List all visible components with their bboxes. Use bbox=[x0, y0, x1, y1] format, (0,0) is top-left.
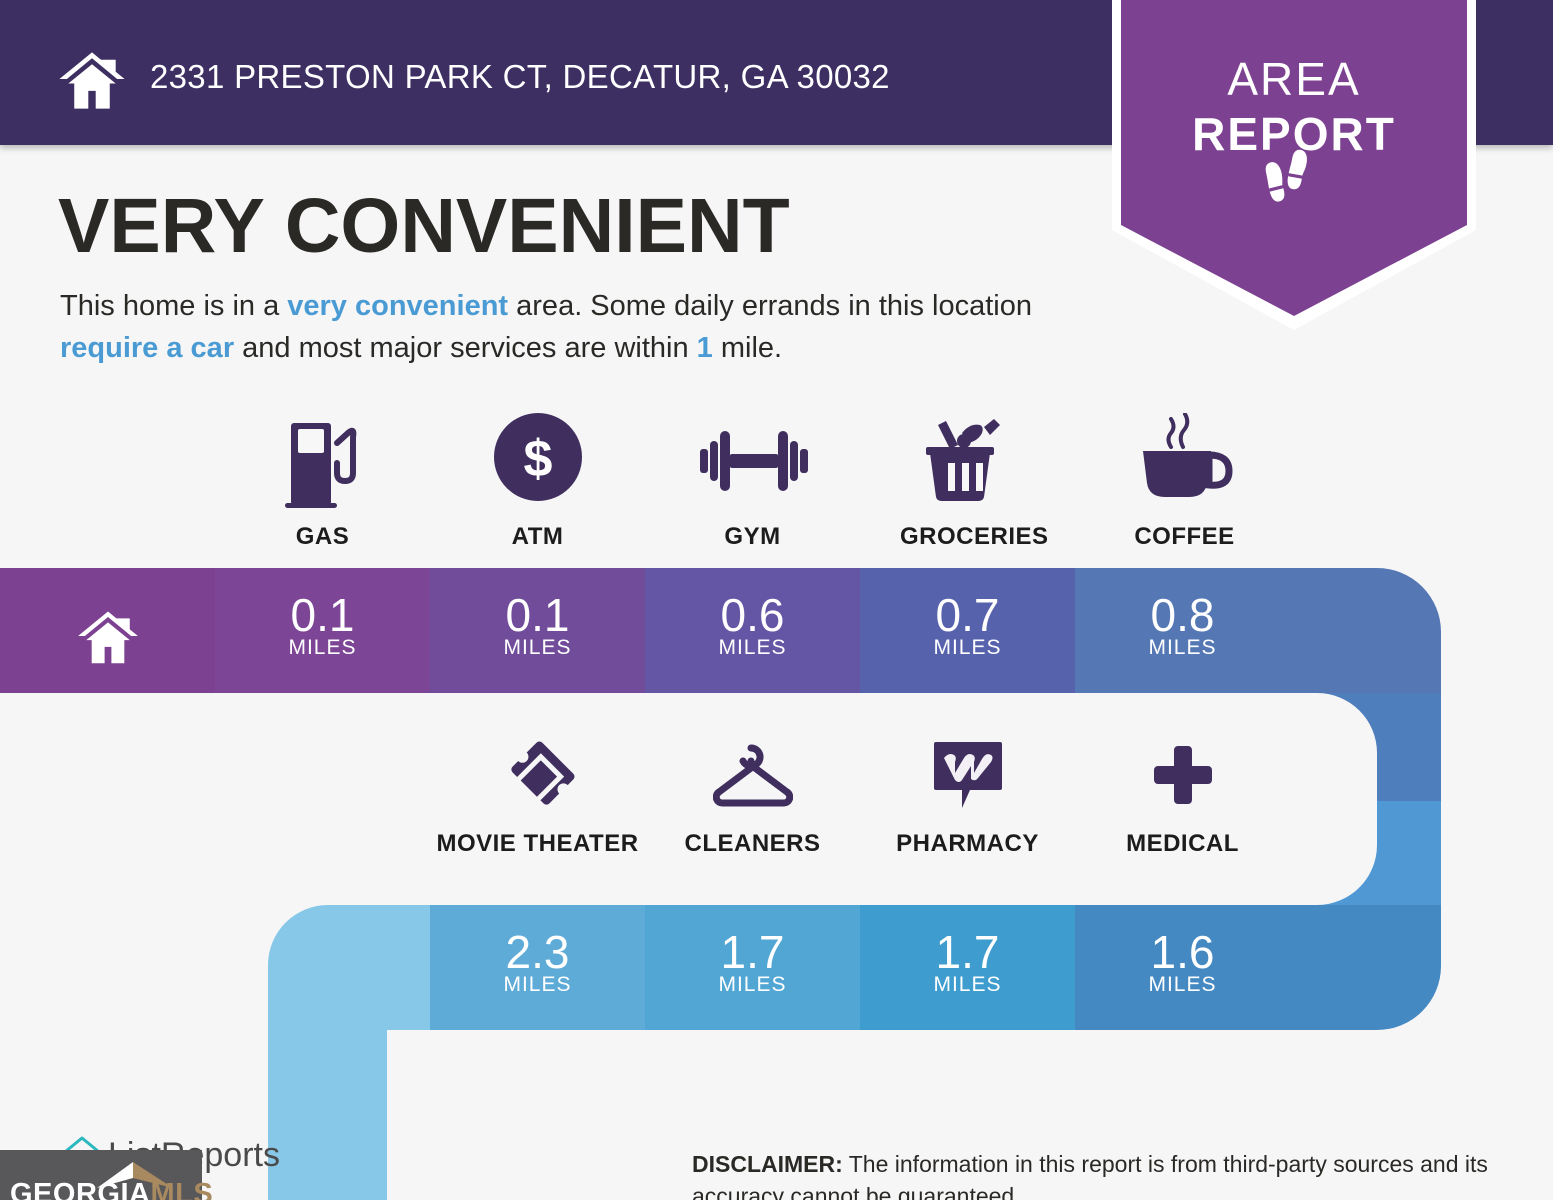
svg-text:AREA: AREA bbox=[1227, 53, 1360, 105]
svg-text:$: $ bbox=[523, 430, 552, 488]
svg-text:REPORT: REPORT bbox=[1192, 108, 1396, 160]
